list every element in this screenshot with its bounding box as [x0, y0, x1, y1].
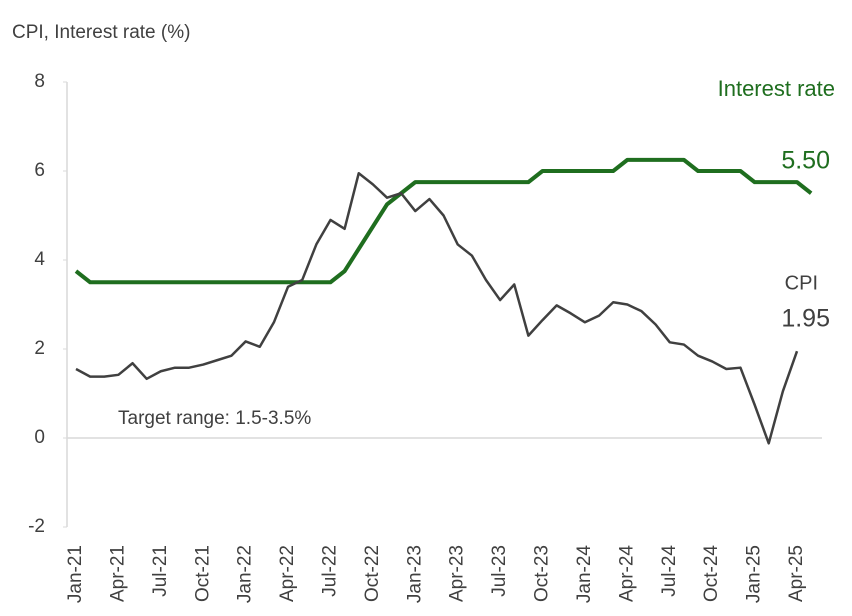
- y-tick-label: 2: [34, 338, 45, 359]
- data-label: 1.95: [781, 305, 830, 333]
- x-tick-label: Apr-22: [277, 545, 298, 602]
- x-tick-label: Jul-23: [489, 545, 510, 597]
- data-label: 5.50: [781, 147, 830, 175]
- y-tick-label: 4: [34, 249, 45, 270]
- x-tick-label: Apr-24: [616, 545, 637, 602]
- x-tick-label: Apr-25: [786, 545, 807, 602]
- annotation: Target range: 1.5-3.5%: [118, 408, 311, 429]
- legend-label: CPI: [785, 272, 818, 294]
- x-tick-label: Jul-21: [150, 545, 171, 597]
- x-tick-label: Jan-24: [574, 545, 595, 604]
- y-tick-label: 8: [34, 71, 45, 92]
- y-tick-label: 0: [34, 427, 45, 448]
- x-tick-label: Jan-23: [404, 545, 425, 603]
- x-tick-label: Oct-23: [532, 545, 553, 602]
- y-axis-title: CPI, Interest rate (%): [12, 22, 190, 43]
- x-tick-label: Apr-23: [447, 545, 468, 602]
- x-tick-label: Apr-21: [107, 545, 128, 602]
- y-tick-label: -2: [28, 516, 45, 537]
- x-tick-label: Oct-21: [192, 545, 213, 602]
- x-tick-label: Jul-24: [659, 545, 680, 597]
- x-tick-label: Oct-24: [701, 545, 722, 602]
- x-tick-label: Jul-22: [319, 545, 340, 597]
- x-tick-label: Oct-22: [362, 545, 383, 602]
- x-tick-label: Jan-21: [65, 545, 86, 603]
- series-line: [75, 171, 799, 445]
- x-tick-label: Jan-22: [235, 545, 256, 603]
- x-tick-label: Jan-25: [744, 545, 765, 603]
- legend-label: Interest rate: [718, 76, 835, 101]
- y-tick-label: 6: [34, 160, 45, 181]
- series-line: [74, 157, 813, 285]
